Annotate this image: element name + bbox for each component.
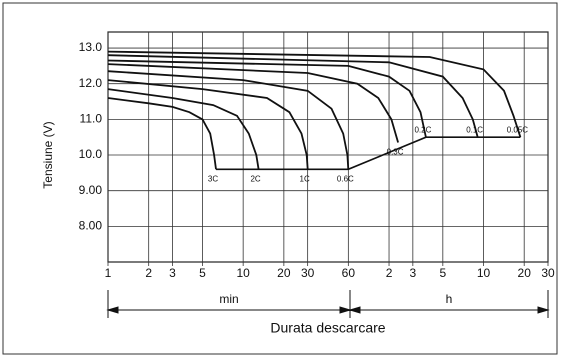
curve-label: 0.05C: [507, 125, 529, 134]
discharge-curve: [107, 54, 479, 138]
x-tick-label: 3: [409, 266, 416, 280]
unit-bracket: [106, 290, 550, 318]
discharge-curve: [107, 50, 522, 138]
discharge-curve: [107, 59, 427, 138]
x-axis-label: Durata descarcare: [270, 320, 385, 336]
x-tick-label: 20: [277, 266, 291, 280]
y-tick-label: 10.0: [79, 147, 103, 161]
unit-label: h: [446, 292, 453, 306]
curve-label: 0.2C: [414, 125, 431, 134]
x-tick-label: 30: [541, 266, 555, 280]
discharge-curve: [107, 70, 350, 170]
x-tick-label: 30: [301, 266, 315, 280]
x-tick-label: 20: [518, 266, 532, 280]
y-tick-label: 13.0: [79, 40, 103, 54]
x-tick-label: 10: [236, 266, 250, 280]
curve-label: 0.6C: [337, 174, 354, 183]
discharge-curve: [107, 88, 260, 170]
unit-label: min: [219, 292, 238, 306]
curve-label: 0.1C: [466, 125, 483, 134]
x-tick-label: 5: [439, 266, 446, 280]
x-tick-label: 2: [386, 266, 393, 280]
end-voltage-line: [216, 136, 521, 171]
x-tick-label: 5: [199, 266, 206, 280]
discharge-curve: [107, 63, 399, 143]
curve-label: 0.3C: [387, 148, 404, 157]
bracket-arrows: [106, 306, 550, 314]
y-axis-label: Tensiune (V): [41, 121, 55, 188]
discharge-curve: [107, 79, 309, 170]
curve-label: 2C: [250, 174, 260, 183]
x-tick-label: 1: [105, 266, 112, 280]
discharge-curve: [107, 97, 217, 170]
y-tick-label: 8.00: [79, 219, 103, 233]
y-tick-label: 11.0: [80, 112, 103, 126]
y-tick-label: 9.00: [79, 183, 103, 197]
x-tick-label: 2: [145, 266, 152, 280]
curve-label: 1C: [300, 174, 310, 183]
y-tick-label: 12.0: [79, 76, 103, 90]
curve-label: 3C: [208, 174, 218, 183]
plot-area: [107, 31, 549, 263]
x-tick-label: 3: [169, 266, 176, 280]
x-tick-label: 10: [477, 266, 491, 280]
x-tick-label: 60: [342, 266, 356, 280]
